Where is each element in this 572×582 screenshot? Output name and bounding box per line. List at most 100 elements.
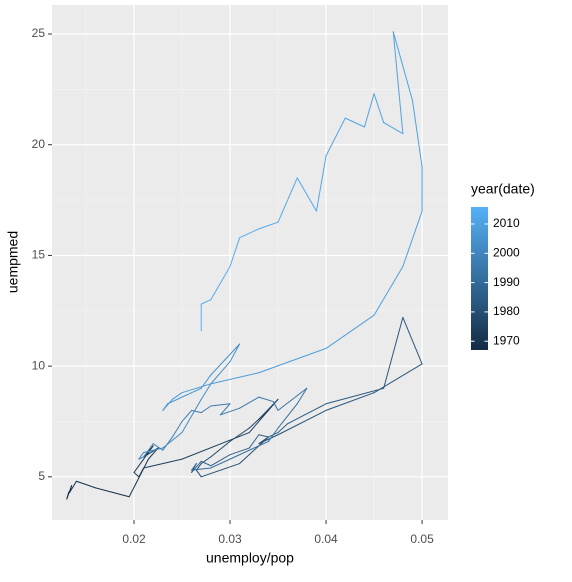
y-tick-label: 20 xyxy=(32,137,46,151)
path-segment xyxy=(383,122,404,135)
path-segment xyxy=(402,316,423,365)
path-segment xyxy=(392,31,404,135)
path-segment xyxy=(258,396,274,403)
colorbar-label: 2010 xyxy=(493,216,520,230)
path-segment xyxy=(210,440,231,458)
path-segment xyxy=(191,467,212,471)
path-segment xyxy=(373,363,423,394)
path-segment xyxy=(287,403,327,425)
path-segment xyxy=(191,387,202,394)
path-segment xyxy=(181,383,212,394)
path-segment xyxy=(325,314,375,349)
path-segment xyxy=(69,480,77,493)
path-segment xyxy=(219,407,241,416)
path-segment xyxy=(239,396,260,409)
path-segment xyxy=(210,372,260,385)
path-segment xyxy=(239,228,260,239)
y-tick-label: 5 xyxy=(38,469,45,483)
path-segment xyxy=(162,432,183,449)
path-segment xyxy=(143,458,183,469)
path-segment xyxy=(363,93,375,128)
path-segment xyxy=(191,409,202,414)
path-segment xyxy=(210,343,241,376)
path-segment xyxy=(133,471,140,478)
path-segment xyxy=(200,299,212,305)
colorbar-label: 1980 xyxy=(493,304,520,318)
path-segment xyxy=(383,316,404,389)
colorbar-label: 1990 xyxy=(493,275,520,289)
path-segment xyxy=(258,221,279,230)
plot-panel xyxy=(52,5,448,520)
path-segment xyxy=(229,427,250,442)
path-segment xyxy=(200,460,212,467)
x-axis-label: unemploy/pop xyxy=(206,550,294,566)
path-segment xyxy=(181,432,250,460)
path-segment xyxy=(181,398,202,434)
y-tick-label: 25 xyxy=(32,26,46,40)
path-segment xyxy=(229,343,241,363)
path-segment xyxy=(162,398,173,411)
path-segment xyxy=(191,463,197,471)
path-segment xyxy=(344,117,365,128)
path-segment xyxy=(210,361,231,385)
path-segment xyxy=(411,99,423,168)
path-segment xyxy=(75,480,97,489)
path-segment xyxy=(258,347,327,374)
path-segment xyxy=(277,423,289,434)
path-segment xyxy=(315,155,327,212)
path-segment xyxy=(191,460,202,473)
path-segment xyxy=(272,401,279,411)
path-segment xyxy=(277,409,327,436)
path-segment xyxy=(325,387,385,405)
y-tick-label: 15 xyxy=(32,248,46,262)
colorbar-label: 2000 xyxy=(493,245,520,259)
path-segment xyxy=(210,403,231,407)
path-segment xyxy=(219,403,231,416)
path-segment xyxy=(229,440,269,460)
path-segment xyxy=(200,405,212,414)
colorbar-label: 1970 xyxy=(493,333,520,347)
path-segment xyxy=(171,392,183,400)
path-segment xyxy=(248,434,260,449)
path-segment xyxy=(267,427,279,442)
path-segment xyxy=(277,403,298,429)
path-segment xyxy=(277,387,308,411)
y-tick-label: 10 xyxy=(32,358,46,372)
path-segment xyxy=(392,31,413,101)
path-segment xyxy=(296,177,317,212)
path-segment xyxy=(325,117,346,157)
y-axis-label: uempmed xyxy=(5,231,21,293)
path-segment xyxy=(200,383,212,400)
path-segment xyxy=(373,93,385,124)
x-tick-label: 0.03 xyxy=(218,532,242,546)
path-segment xyxy=(195,469,202,478)
path-segment xyxy=(296,387,308,405)
path-segment xyxy=(258,434,279,445)
path-segment xyxy=(200,463,241,478)
colorbar xyxy=(471,207,488,350)
path-segment xyxy=(402,210,423,267)
path-segment xyxy=(181,409,193,422)
path-segment xyxy=(152,443,164,451)
path-segment xyxy=(325,392,375,411)
path-segment xyxy=(133,445,154,473)
path-segment xyxy=(210,265,231,301)
x-tick-label: 0.04 xyxy=(314,532,338,546)
path-segment xyxy=(229,447,250,456)
path-segment xyxy=(171,420,183,438)
path-segment xyxy=(277,177,298,223)
path-segment xyxy=(128,458,149,498)
path-segment xyxy=(143,447,164,453)
path-segment xyxy=(138,467,145,478)
path-segment xyxy=(373,265,404,316)
legend-title: year(date) xyxy=(471,181,535,197)
x-tick-label: 0.02 xyxy=(122,532,146,546)
path-segment xyxy=(181,392,193,398)
path-segment xyxy=(95,487,130,498)
path-segment xyxy=(229,237,241,267)
path-segment xyxy=(210,454,231,467)
x-tick-label: 0.05 xyxy=(410,532,434,546)
path-segment xyxy=(143,443,154,458)
path-segment xyxy=(248,409,269,429)
